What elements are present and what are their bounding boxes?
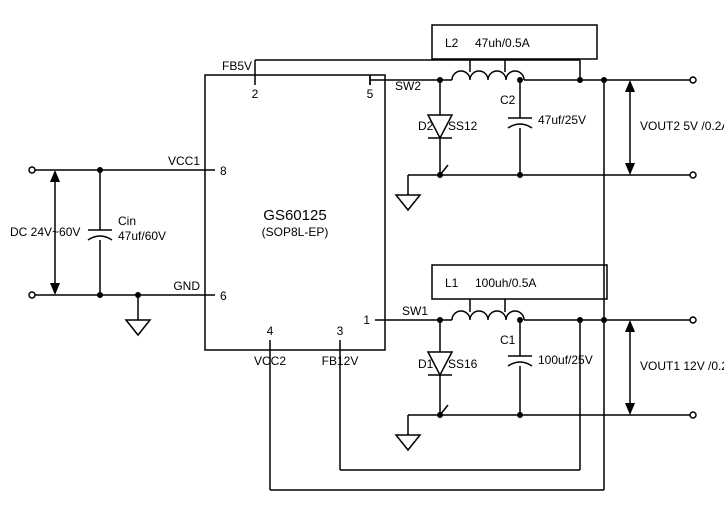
l2-ref: L2 xyxy=(445,36,459,50)
pin5-num: 5 xyxy=(367,87,374,101)
pin3-num: 3 xyxy=(337,324,344,338)
ic-part: GS60125 xyxy=(263,207,326,224)
pin1-num: 1 xyxy=(363,313,370,327)
pin6-num: 6 xyxy=(220,289,227,303)
pin2-num: 2 xyxy=(252,87,259,101)
pin4-num: 4 xyxy=(267,324,274,338)
pin8-num: 8 xyxy=(220,164,227,178)
l2-value: 47uh/0.5A xyxy=(475,36,530,50)
c2-value: 47uf/25V xyxy=(538,113,586,127)
d2-value: SS12 xyxy=(448,119,478,133)
pin6-label: GND xyxy=(173,279,200,293)
cin-value: 47uf/60V xyxy=(118,229,166,243)
d1-ref: D1 xyxy=(418,357,434,371)
c2-ref: C2 xyxy=(500,93,516,107)
vout1-label: VOUT1 12V /0.2A xyxy=(640,359,724,373)
c1-value: 100uf/25V xyxy=(538,353,593,367)
pin8-label: VCC1 xyxy=(168,154,200,168)
dc-in-label: DC 24V~60V xyxy=(10,225,80,239)
cin-ref: Cin xyxy=(118,214,136,228)
pin5-label: SW2 xyxy=(395,79,421,93)
d2-ref: D2 xyxy=(418,119,434,133)
l1-ref: L1 xyxy=(445,276,459,290)
c1-ref: C1 xyxy=(500,333,516,347)
vout2-label: VOUT2 5V /0.2A xyxy=(640,119,724,133)
pin1-label: SW1 xyxy=(402,304,428,318)
l1-value: 100uh/0.5A xyxy=(475,276,536,290)
ic-package: (SOP8L-EP) xyxy=(262,225,329,239)
pin2-label: FB5V xyxy=(222,59,252,73)
d1-value: SS16 xyxy=(448,357,478,371)
